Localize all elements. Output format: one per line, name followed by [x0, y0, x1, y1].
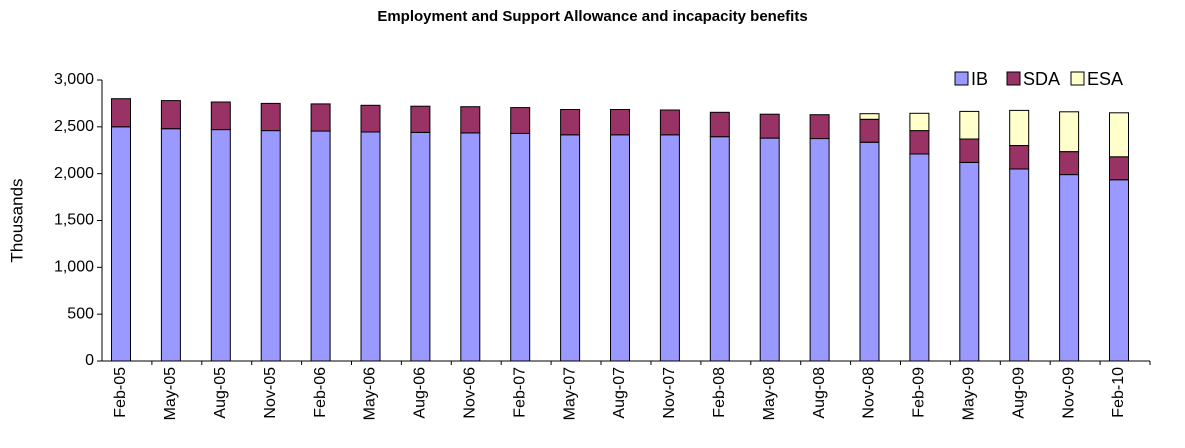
bar-sda-may-07	[560, 109, 581, 136]
bar-sda-aug-09	[1009, 145, 1030, 170]
bar-sda-feb-05	[111, 98, 131, 128]
x-tick-label: Aug-08	[811, 367, 828, 419]
bar-ib-may-06	[360, 131, 381, 362]
x-tick-label: May-05	[162, 367, 179, 420]
x-tick-label: May-07	[561, 367, 578, 420]
legend-swatch-ib	[954, 71, 969, 86]
x-tick-label: Aug-05	[212, 367, 229, 419]
x-tick-label: Nov-09	[1060, 367, 1077, 419]
bars-layer	[111, 98, 1129, 362]
x-tick-label: Aug-06	[412, 367, 429, 419]
bar-sda-aug-08	[809, 114, 830, 140]
bar-sda-feb-06	[310, 103, 331, 132]
bar-esa-feb-09	[909, 112, 930, 132]
y-tick-label: 2,000	[54, 165, 94, 182]
bar-sda-feb-10	[1109, 156, 1129, 181]
bar-ib-may-09	[959, 161, 980, 362]
x-tick-label: Feb-08	[711, 367, 728, 418]
legend: IB SDA ESA	[954, 69, 1123, 89]
legend-swatch-sda	[1006, 71, 1021, 86]
bar-ib-may-05	[160, 128, 181, 362]
x-tick-label: May-09	[961, 367, 978, 420]
bar-sda-may-05	[160, 100, 181, 130]
x-tick-label: May-08	[761, 367, 778, 420]
bar-sda-aug-06	[410, 105, 431, 133]
legend-swatch-esa	[1070, 71, 1085, 86]
x-tick-label: Feb-05	[112, 367, 129, 418]
bar-sda-may-06	[360, 104, 381, 133]
bar-ib-feb-05	[111, 126, 131, 362]
bar-sda-feb-09	[909, 130, 930, 155]
y-tick-label: 3,000	[54, 71, 94, 88]
bar-ib-feb-08	[709, 136, 730, 362]
legend-label-ib: IB	[971, 69, 988, 89]
x-tick-label: Nov-05	[262, 367, 279, 419]
bar-sda-aug-05	[210, 101, 231, 131]
bar-ib-may-08	[759, 137, 780, 362]
x-tick-label: Nov-07	[661, 367, 678, 419]
y-tick-label: 500	[67, 305, 94, 322]
bar-ib-aug-07	[610, 134, 630, 362]
x-tick-label: Aug-07	[611, 367, 628, 419]
chart-title: Employment and Support Allowance and inc…	[377, 8, 808, 25]
x-tick-label: Nov-08	[861, 367, 878, 419]
bar-ib-nov-07	[659, 134, 680, 362]
bar-ib-aug-06	[410, 132, 431, 362]
bar-esa-nov-09	[1059, 111, 1080, 153]
bar-ib-aug-09	[1009, 168, 1030, 362]
x-tick-label: Feb-09	[911, 367, 928, 418]
bar-ib-nov-05	[260, 130, 281, 362]
axes-layer: Feb-05 May-05 Aug-05 Nov-05 Feb-06 May-06 Aug-…	[7, 71, 1151, 420]
bar-sda-feb-07	[510, 107, 531, 134]
bar-ib-may-07	[560, 134, 581, 362]
bar-esa-aug-09	[1009, 109, 1030, 146]
legend-label-sda: SDA	[1023, 69, 1060, 89]
bar-sda-nov-05	[260, 102, 281, 132]
bar-sda-may-09	[959, 138, 980, 163]
bar-ib-nov-08	[859, 141, 880, 362]
legend-label-esa: ESA	[1087, 69, 1123, 89]
bar-esa-feb-10	[1109, 112, 1129, 158]
bar-ib-feb-07	[510, 132, 531, 362]
bar-sda-aug-07	[610, 109, 630, 136]
bar-sda-nov-07	[659, 109, 680, 136]
bar-sda-may-08	[759, 113, 780, 139]
bar-ib-feb-10	[1109, 179, 1129, 362]
y-axis-title: Thousands	[7, 178, 26, 262]
bar-ib-feb-06	[310, 130, 331, 362]
bar-esa-may-09	[959, 110, 980, 140]
bar-sda-nov-08	[859, 118, 880, 143]
y-tick-label: 0	[85, 352, 94, 369]
x-tick-label: Feb-10	[1110, 367, 1127, 418]
bar-sda-nov-06	[460, 106, 481, 134]
bar-ib-aug-08	[809, 138, 830, 362]
bar-esa-nov-08	[859, 113, 880, 120]
bar-ib-aug-05	[210, 129, 231, 362]
bar-ib-nov-06	[460, 132, 481, 362]
y-tick-label: 2,500	[54, 118, 94, 135]
x-tick-label: Nov-06	[462, 367, 479, 419]
bar-ib-feb-09	[909, 153, 930, 362]
bar-sda-feb-08	[709, 111, 730, 138]
x-tick-label: May-06	[362, 367, 379, 420]
bar-ib-nov-09	[1059, 174, 1080, 362]
x-tick-label: Feb-06	[312, 367, 329, 418]
bar-sda-nov-09	[1059, 151, 1080, 176]
y-tick-label: 1,000	[54, 259, 94, 276]
x-tick-label: Aug-09	[1010, 367, 1027, 419]
y-tick-label: 1,500	[54, 212, 94, 229]
x-tick-label: Feb-07	[511, 367, 528, 418]
